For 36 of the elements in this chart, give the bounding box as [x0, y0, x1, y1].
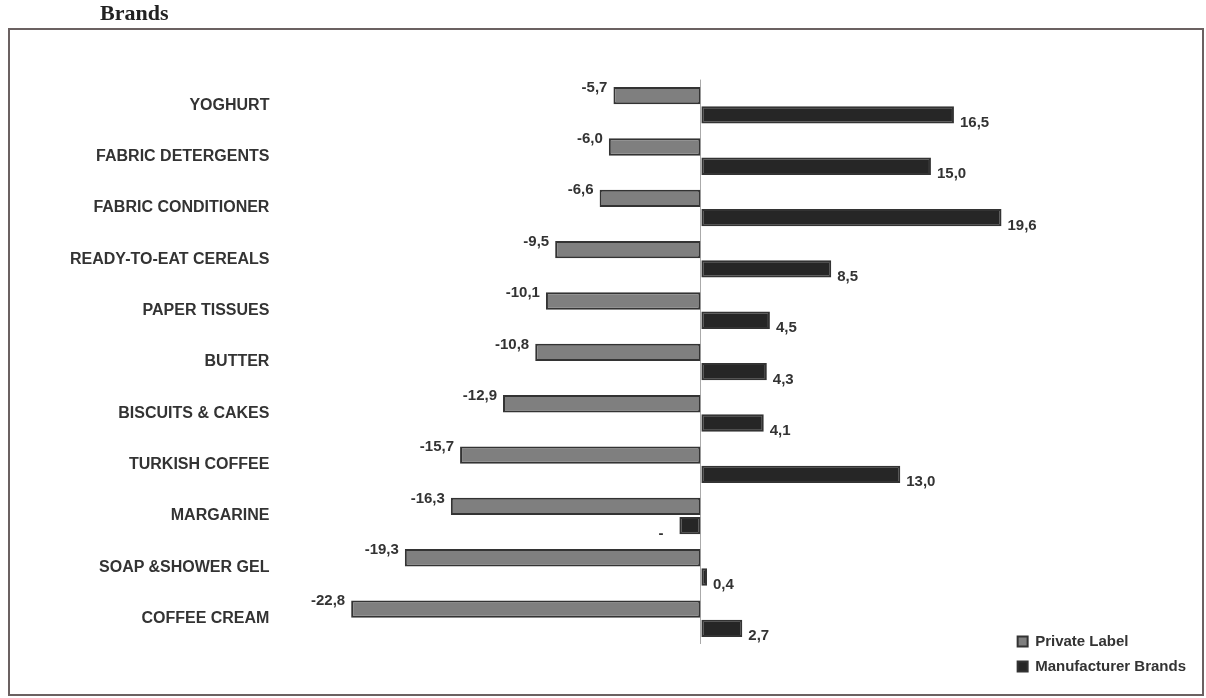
legend-label: Private Label — [1035, 631, 1129, 649]
legend-label: Manufacturer Brands — [1035, 656, 1187, 674]
data-label: 13,0 — [906, 472, 936, 490]
data-label: 19,6 — [1007, 215, 1037, 233]
y-tick-label: MARGARINE — [170, 506, 270, 524]
y-tick-label: SOAP &SHOWER GEL — [99, 557, 270, 575]
y-tick-label: COFFEE CREAM — [141, 609, 270, 627]
y-tick-label: FABRIC CONDITIONER — [93, 198, 270, 216]
text: Brands — [99, 0, 170, 26]
data-label: -6,0 — [576, 129, 603, 147]
data-label: 2,7 — [748, 626, 770, 644]
data-label: 16,5 — [959, 113, 990, 131]
data-label: 4,5 — [775, 318, 797, 336]
data-label: - — [658, 523, 664, 541]
data-label: -6,6 — [567, 180, 594, 198]
data-label: 8,5 — [837, 267, 859, 285]
data-label: -15,7 — [419, 437, 455, 455]
y-tick-label: FABRIC DETERGENTS — [96, 147, 270, 165]
data-label: 15,0 — [936, 164, 967, 182]
data-label: -5,7 — [581, 77, 608, 95]
data-label: -22,8 — [310, 591, 346, 609]
data-label: 4,1 — [769, 421, 791, 439]
data-label: 4,3 — [772, 369, 794, 387]
y-tick-label: PAPER TISSUES — [142, 301, 270, 319]
y-tick-label: BUTTER — [204, 352, 270, 370]
data-label: -10,8 — [495, 334, 530, 352]
y-tick-label: BISCUITS & CAKES — [118, 403, 270, 421]
data-label: -9,5 — [523, 231, 550, 249]
data-label: 0,4 — [713, 575, 735, 593]
y-tick-label: YOGHURT — [189, 95, 270, 113]
data-label: -19,3 — [364, 539, 399, 557]
data-label: -12,9 — [462, 385, 498, 403]
y-tick-label: READY-TO-EAT CEREALS — [70, 249, 270, 267]
y-tick-label: TURKISH COFFEE — [128, 455, 270, 473]
data-label: -10,1 — [505, 283, 540, 301]
data-label: -16,3 — [410, 488, 445, 506]
